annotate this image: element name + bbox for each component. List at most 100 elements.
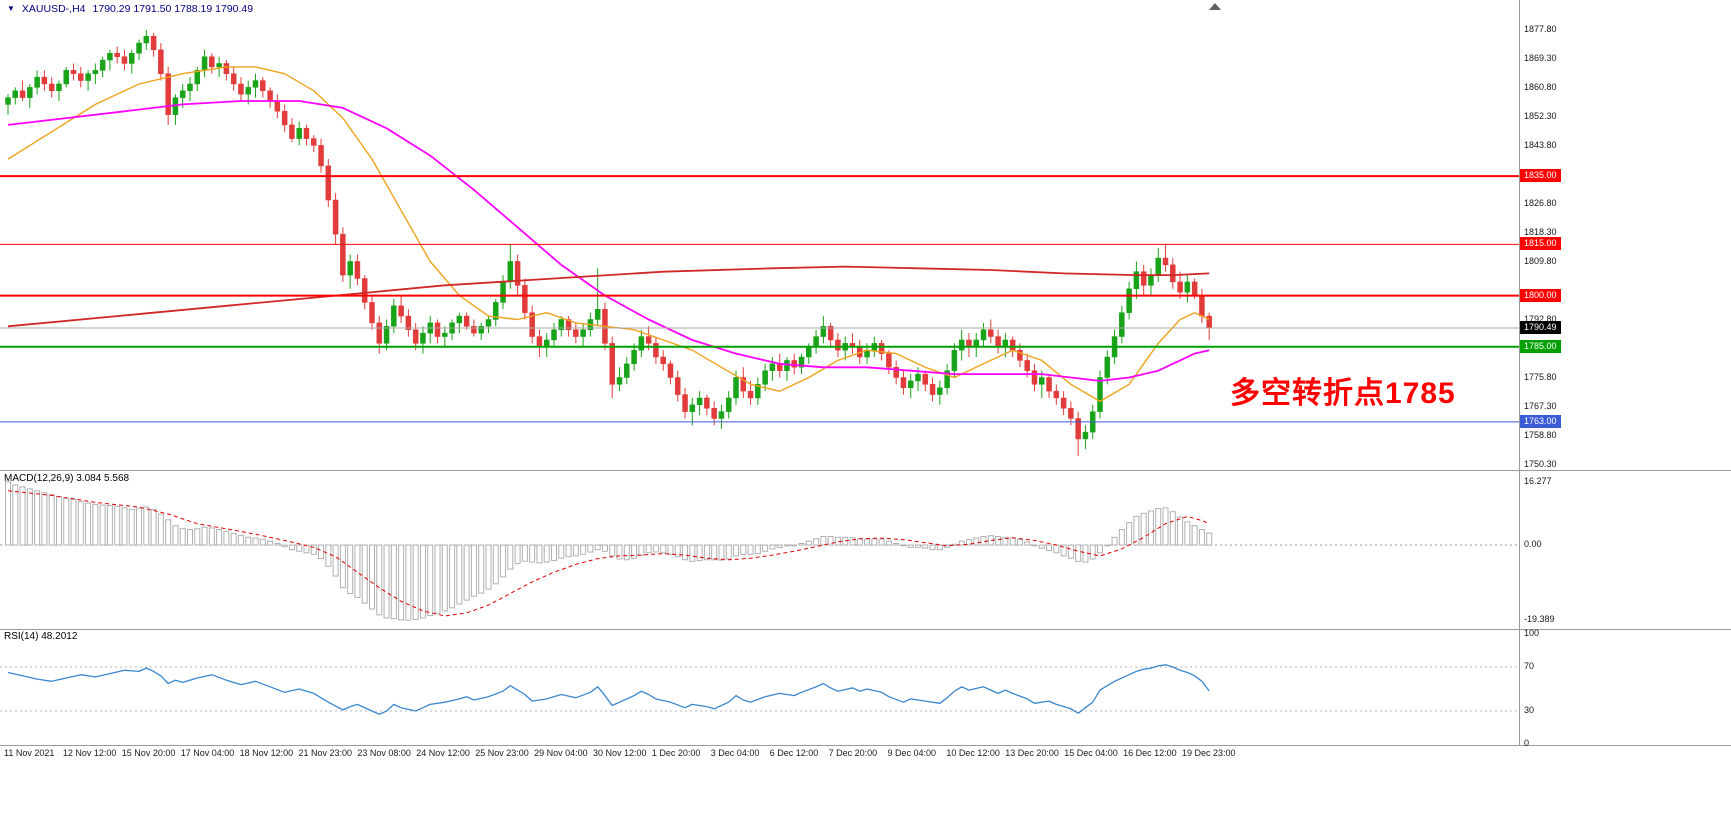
candle-body bbox=[1068, 407, 1074, 419]
candle bbox=[791, 353, 797, 375]
macd-bar bbox=[849, 537, 856, 546]
price-axis-label: 1869.30 bbox=[1524, 53, 1557, 64]
time-axis-label: 7 Dec 20:00 bbox=[828, 748, 878, 758]
macd-bar bbox=[463, 544, 470, 601]
candle bbox=[1046, 374, 1052, 398]
price-axis-label: 1750.30 bbox=[1524, 459, 1557, 470]
macd-bar bbox=[1060, 544, 1067, 557]
macd-histogram bbox=[5, 481, 1213, 621]
candle-body bbox=[391, 305, 397, 327]
time-axis-label: 25 Nov 23:00 bbox=[475, 748, 529, 758]
candle bbox=[274, 94, 281, 119]
candle-body bbox=[958, 339, 965, 351]
candle-body bbox=[558, 319, 565, 330]
candle bbox=[376, 316, 383, 354]
macd-bar bbox=[594, 544, 601, 551]
candle bbox=[565, 316, 572, 337]
price-level-badge: 1800.00 bbox=[1520, 288, 1561, 302]
macd-bar bbox=[769, 544, 776, 550]
candle bbox=[500, 275, 506, 310]
macd-bar bbox=[1016, 539, 1023, 546]
candle-body bbox=[398, 305, 404, 317]
candle bbox=[704, 394, 710, 416]
candle-body bbox=[289, 124, 295, 139]
macd-axis-label: 0.00 bbox=[1524, 539, 1542, 550]
price-axis-label: 1843.80 bbox=[1524, 140, 1557, 151]
candle bbox=[900, 370, 907, 395]
candle bbox=[19, 80, 26, 102]
macd-indicator-label: MACD(12,26,9) 3.084 5.568 bbox=[4, 473, 130, 484]
candle-body bbox=[966, 339, 972, 348]
macd-bar bbox=[383, 544, 390, 619]
price-axis-label: 1826.80 bbox=[1524, 198, 1557, 209]
candle-body bbox=[1104, 356, 1111, 378]
macd-bar bbox=[106, 505, 113, 546]
macd-bar bbox=[754, 544, 761, 555]
candle bbox=[56, 80, 62, 102]
time-axis-label: 30 Nov 12:00 bbox=[593, 748, 647, 758]
macd-bar bbox=[711, 544, 718, 561]
macd-bar bbox=[347, 544, 354, 594]
macd-bar bbox=[1191, 525, 1198, 546]
candle bbox=[449, 319, 455, 340]
candle-body bbox=[653, 343, 659, 358]
macd-bar bbox=[99, 504, 106, 546]
candle-body bbox=[740, 377, 747, 392]
macd-bar bbox=[1184, 521, 1191, 546]
candle-body bbox=[1009, 339, 1016, 351]
candle bbox=[434, 319, 441, 344]
candle bbox=[201, 49, 208, 78]
macd-bar bbox=[470, 544, 477, 597]
candle-body bbox=[536, 336, 543, 348]
candle-body bbox=[1075, 418, 1081, 440]
candle-body bbox=[580, 329, 586, 337]
macd-bar bbox=[1206, 532, 1213, 546]
candle bbox=[107, 49, 113, 71]
candle-body bbox=[1053, 390, 1060, 399]
candle bbox=[369, 295, 375, 330]
macd-bar bbox=[856, 538, 863, 546]
time-axis-label: 21 Nov 23:00 bbox=[298, 748, 353, 758]
candle-body bbox=[995, 336, 1001, 348]
candle bbox=[995, 329, 1001, 354]
time-axis-label: 12 Nov 12:00 bbox=[62, 748, 117, 758]
candle-body bbox=[806, 346, 812, 358]
macd-bar bbox=[230, 532, 237, 546]
candle-body bbox=[711, 407, 717, 419]
candle bbox=[463, 312, 470, 330]
chart-shift-marker[interactable] bbox=[1209, 3, 1221, 10]
price-axis-label: 1792.80 bbox=[1524, 314, 1557, 325]
macd-bar bbox=[1118, 529, 1125, 546]
macd-bar bbox=[995, 536, 1002, 546]
candle-body bbox=[281, 111, 288, 126]
macd-bar bbox=[551, 544, 557, 562]
macd-bar bbox=[354, 544, 361, 598]
candle-body bbox=[609, 343, 615, 385]
candle-body bbox=[121, 56, 128, 64]
price-axis[interactable]: 1877.80 1869.30 1860.80 1852.30 1843.80 1826.… bbox=[1519, 0, 1731, 762]
candle-body bbox=[260, 80, 266, 92]
candle bbox=[711, 401, 717, 426]
candle-body bbox=[434, 322, 441, 337]
candle-body bbox=[361, 278, 368, 303]
candle-body bbox=[1184, 281, 1191, 293]
candle bbox=[114, 46, 120, 64]
one-click-trading-icon[interactable]: ▼ bbox=[7, 4, 15, 13]
macd-bar bbox=[558, 544, 565, 559]
time-axis-label: 13 Dec 20:00 bbox=[1005, 748, 1059, 758]
macd-bar bbox=[245, 536, 252, 546]
candle-body bbox=[478, 326, 484, 334]
macd-bar bbox=[157, 513, 164, 546]
candle bbox=[223, 60, 230, 81]
rsi-axis-label: 70 bbox=[1524, 660, 1535, 671]
macd-bar bbox=[529, 544, 536, 563]
candle-body bbox=[747, 390, 754, 399]
candle-body bbox=[107, 52, 113, 61]
time-axis[interactable]: 11 Nov 2021 12 Nov 12:00 15 Nov 20:00 17 No… bbox=[0, 745, 1731, 767]
candle bbox=[784, 357, 790, 381]
candle bbox=[653, 336, 659, 364]
candle-body bbox=[347, 261, 353, 276]
candle-body bbox=[929, 384, 936, 395]
